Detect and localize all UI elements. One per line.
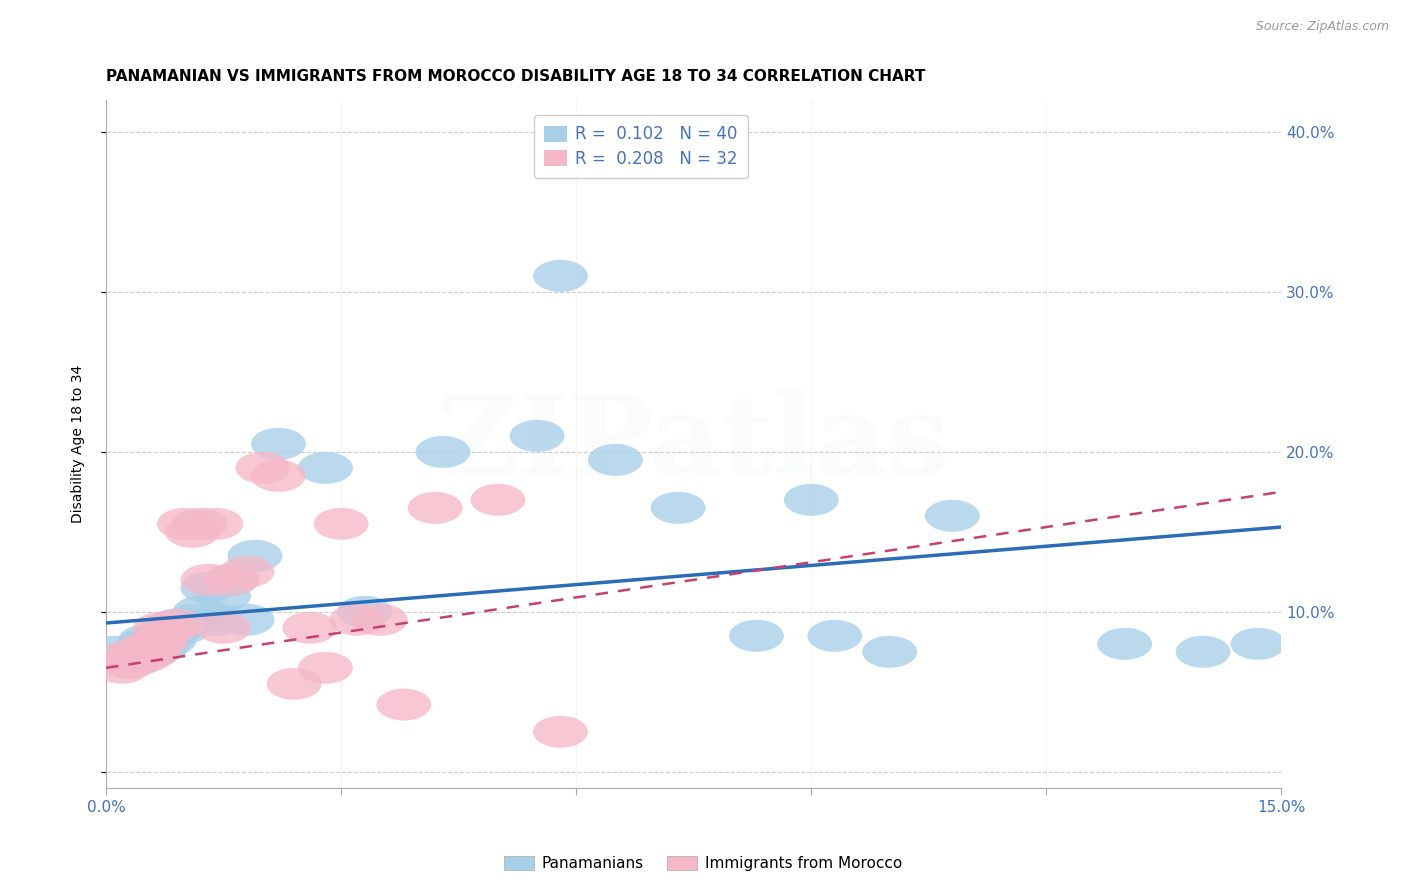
Ellipse shape <box>925 500 980 532</box>
Ellipse shape <box>588 444 643 475</box>
Ellipse shape <box>165 516 219 548</box>
Legend: Panamanians, Immigrants from Morocco: Panamanians, Immigrants from Morocco <box>498 849 908 877</box>
Ellipse shape <box>509 420 564 452</box>
Ellipse shape <box>110 644 165 676</box>
Ellipse shape <box>377 689 432 721</box>
Ellipse shape <box>283 612 337 644</box>
Ellipse shape <box>337 596 392 628</box>
Ellipse shape <box>728 620 783 652</box>
Ellipse shape <box>149 608 204 640</box>
Ellipse shape <box>204 564 259 596</box>
Ellipse shape <box>651 491 706 524</box>
Legend: R =  0.102   N = 40, R =  0.208   N = 32: R = 0.102 N = 40, R = 0.208 N = 32 <box>534 115 748 178</box>
Ellipse shape <box>1230 628 1285 660</box>
Ellipse shape <box>110 636 165 668</box>
Ellipse shape <box>471 483 526 516</box>
Ellipse shape <box>134 612 188 644</box>
Ellipse shape <box>252 428 307 460</box>
Ellipse shape <box>807 620 862 652</box>
Ellipse shape <box>125 636 180 668</box>
Ellipse shape <box>165 604 219 636</box>
Ellipse shape <box>110 640 165 673</box>
Ellipse shape <box>125 628 180 660</box>
Ellipse shape <box>1175 636 1230 668</box>
Ellipse shape <box>783 483 839 516</box>
Ellipse shape <box>252 460 307 491</box>
Text: Source: ZipAtlas.com: Source: ZipAtlas.com <box>1256 20 1389 33</box>
Ellipse shape <box>142 620 197 652</box>
Ellipse shape <box>149 612 204 644</box>
Ellipse shape <box>1097 628 1152 660</box>
Ellipse shape <box>103 647 157 679</box>
Ellipse shape <box>188 508 243 540</box>
Ellipse shape <box>197 612 252 644</box>
Ellipse shape <box>298 452 353 483</box>
Ellipse shape <box>94 652 149 684</box>
Ellipse shape <box>188 604 243 636</box>
Ellipse shape <box>125 628 180 660</box>
Ellipse shape <box>235 452 290 483</box>
Ellipse shape <box>118 624 173 657</box>
Ellipse shape <box>219 604 274 636</box>
Ellipse shape <box>87 636 142 668</box>
Ellipse shape <box>173 508 228 540</box>
Ellipse shape <box>533 715 588 747</box>
Ellipse shape <box>533 260 588 292</box>
Ellipse shape <box>157 508 212 540</box>
Ellipse shape <box>142 612 197 644</box>
Ellipse shape <box>134 620 188 652</box>
Ellipse shape <box>173 596 228 628</box>
Ellipse shape <box>110 636 165 668</box>
Ellipse shape <box>142 624 197 657</box>
Text: ZIPatlas: ZIPatlas <box>437 391 950 498</box>
Ellipse shape <box>228 540 283 572</box>
Ellipse shape <box>87 644 142 676</box>
Ellipse shape <box>197 580 252 612</box>
Ellipse shape <box>408 491 463 524</box>
Ellipse shape <box>149 608 204 640</box>
Ellipse shape <box>134 624 188 657</box>
Ellipse shape <box>118 640 173 673</box>
Ellipse shape <box>118 628 173 660</box>
Ellipse shape <box>298 652 353 684</box>
Ellipse shape <box>180 564 235 596</box>
Y-axis label: Disability Age 18 to 34: Disability Age 18 to 34 <box>72 365 86 523</box>
Ellipse shape <box>180 572 235 604</box>
Ellipse shape <box>416 436 471 467</box>
Ellipse shape <box>862 636 917 668</box>
Ellipse shape <box>134 631 188 663</box>
Ellipse shape <box>267 668 322 700</box>
Ellipse shape <box>329 604 384 636</box>
Ellipse shape <box>103 647 157 679</box>
Text: PANAMANIAN VS IMMIGRANTS FROM MOROCCO DISABILITY AGE 18 TO 34 CORRELATION CHART: PANAMANIAN VS IMMIGRANTS FROM MOROCCO DI… <box>105 69 925 84</box>
Ellipse shape <box>353 604 408 636</box>
Ellipse shape <box>157 612 212 644</box>
Ellipse shape <box>204 564 259 596</box>
Ellipse shape <box>125 636 180 668</box>
Ellipse shape <box>314 508 368 540</box>
Ellipse shape <box>219 556 274 588</box>
Ellipse shape <box>94 644 149 676</box>
